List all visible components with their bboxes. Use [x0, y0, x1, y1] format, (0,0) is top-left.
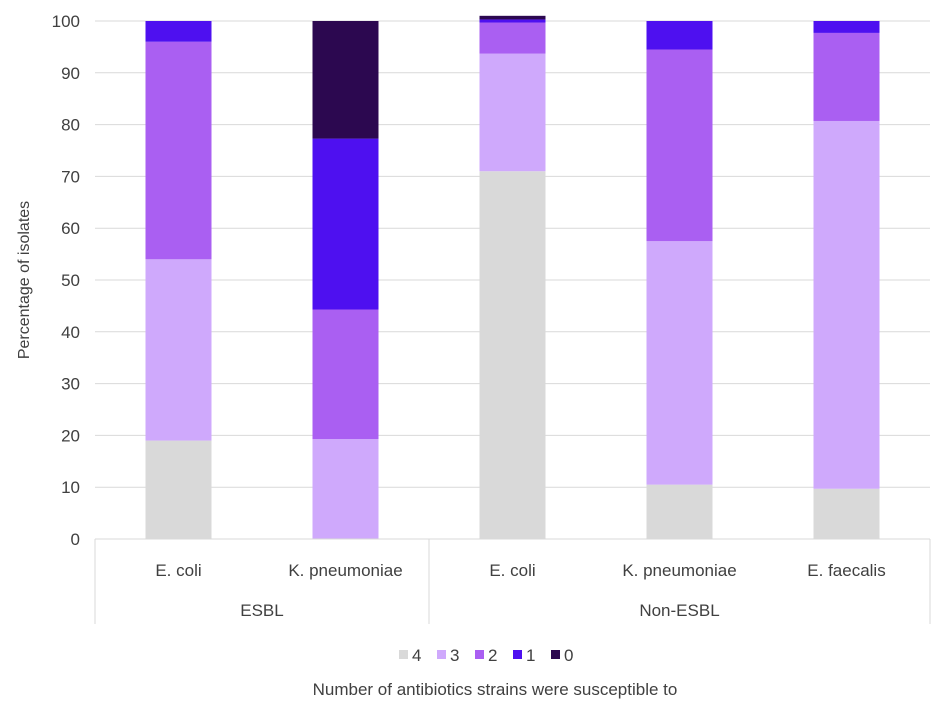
y-tick-label: 0: [71, 530, 80, 549]
bar-segment: [480, 54, 546, 172]
bar-segment: [313, 21, 379, 139]
legend-label: 3: [450, 646, 459, 665]
y-tick-labels: 0 10 20 30 40 50 60 70 80 90 100: [52, 12, 80, 549]
legend-item: 4: [399, 646, 421, 665]
bar-segment: [313, 310, 379, 440]
legend-swatch: [475, 650, 484, 659]
legend-item: 3: [437, 646, 459, 665]
legend-label: 4: [412, 646, 421, 665]
bar-segment: [313, 139, 379, 310]
x-axis-label: Number of antibiotics strains were susce…: [313, 680, 678, 699]
y-tick-label: 80: [61, 116, 80, 135]
bar-stack: [647, 21, 713, 539]
bar-segment: [814, 121, 880, 489]
y-tick-label: 70: [61, 167, 80, 186]
category-label: E. faecalis: [807, 561, 885, 580]
y-tick-label: 60: [61, 219, 80, 238]
category-label: E. coli: [155, 561, 201, 580]
bar-segment: [814, 21, 880, 33]
y-tick-label: 50: [61, 271, 80, 290]
category-label: K. pneumoniae: [622, 561, 736, 580]
category-label: K. pneumoniae: [288, 561, 402, 580]
legend-item: 2: [475, 646, 497, 665]
legend-item: 0: [551, 646, 573, 665]
bar-stack: [313, 21, 379, 539]
y-axis-label: Percentage of isolates: [16, 201, 33, 359]
bar-segment: [480, 23, 546, 54]
bar-segment: [647, 49, 713, 241]
y-tick-label: 10: [61, 478, 80, 497]
legend-swatch: [437, 650, 446, 659]
bars: [146, 16, 880, 539]
bar-segment: [647, 241, 713, 484]
legend: 4 3 2 1 0: [399, 646, 573, 665]
bar-segment: [146, 441, 212, 539]
y-tick-label: 100: [52, 12, 80, 31]
bar-segment: [647, 485, 713, 539]
bar-stack: [814, 21, 880, 539]
group-label: ESBL: [240, 601, 283, 620]
bar-stack: [480, 16, 546, 539]
bar-segment: [814, 33, 880, 121]
bar-segment: [647, 21, 713, 49]
legend-swatch: [551, 650, 560, 659]
bar-segment: [480, 16, 546, 20]
bar-stack: [146, 21, 212, 539]
group-label: Non-ESBL: [639, 601, 719, 620]
bar-segment: [313, 439, 379, 539]
bar-segment: [146, 42, 212, 260]
category-axis: E. coli K. pneumoniae E. coli K. pneumoniae…: [95, 539, 930, 624]
legend-label: 1: [526, 646, 535, 665]
legend-swatch: [513, 650, 522, 659]
bar-segment: [480, 171, 546, 539]
category-label: E. coli: [489, 561, 535, 580]
bar-segment: [146, 21, 212, 42]
y-tick-label: 30: [61, 375, 80, 394]
legend-item: 1: [513, 646, 535, 665]
bar-segment: [480, 19, 546, 22]
y-tick-label: 20: [61, 426, 80, 445]
bar-segment: [814, 489, 880, 539]
legend-swatch: [399, 650, 408, 659]
legend-label: 2: [488, 646, 497, 665]
bar-segment: [146, 259, 212, 440]
y-tick-label: 90: [61, 64, 80, 83]
legend-label: 0: [564, 646, 573, 665]
y-tick-label: 40: [61, 323, 80, 342]
